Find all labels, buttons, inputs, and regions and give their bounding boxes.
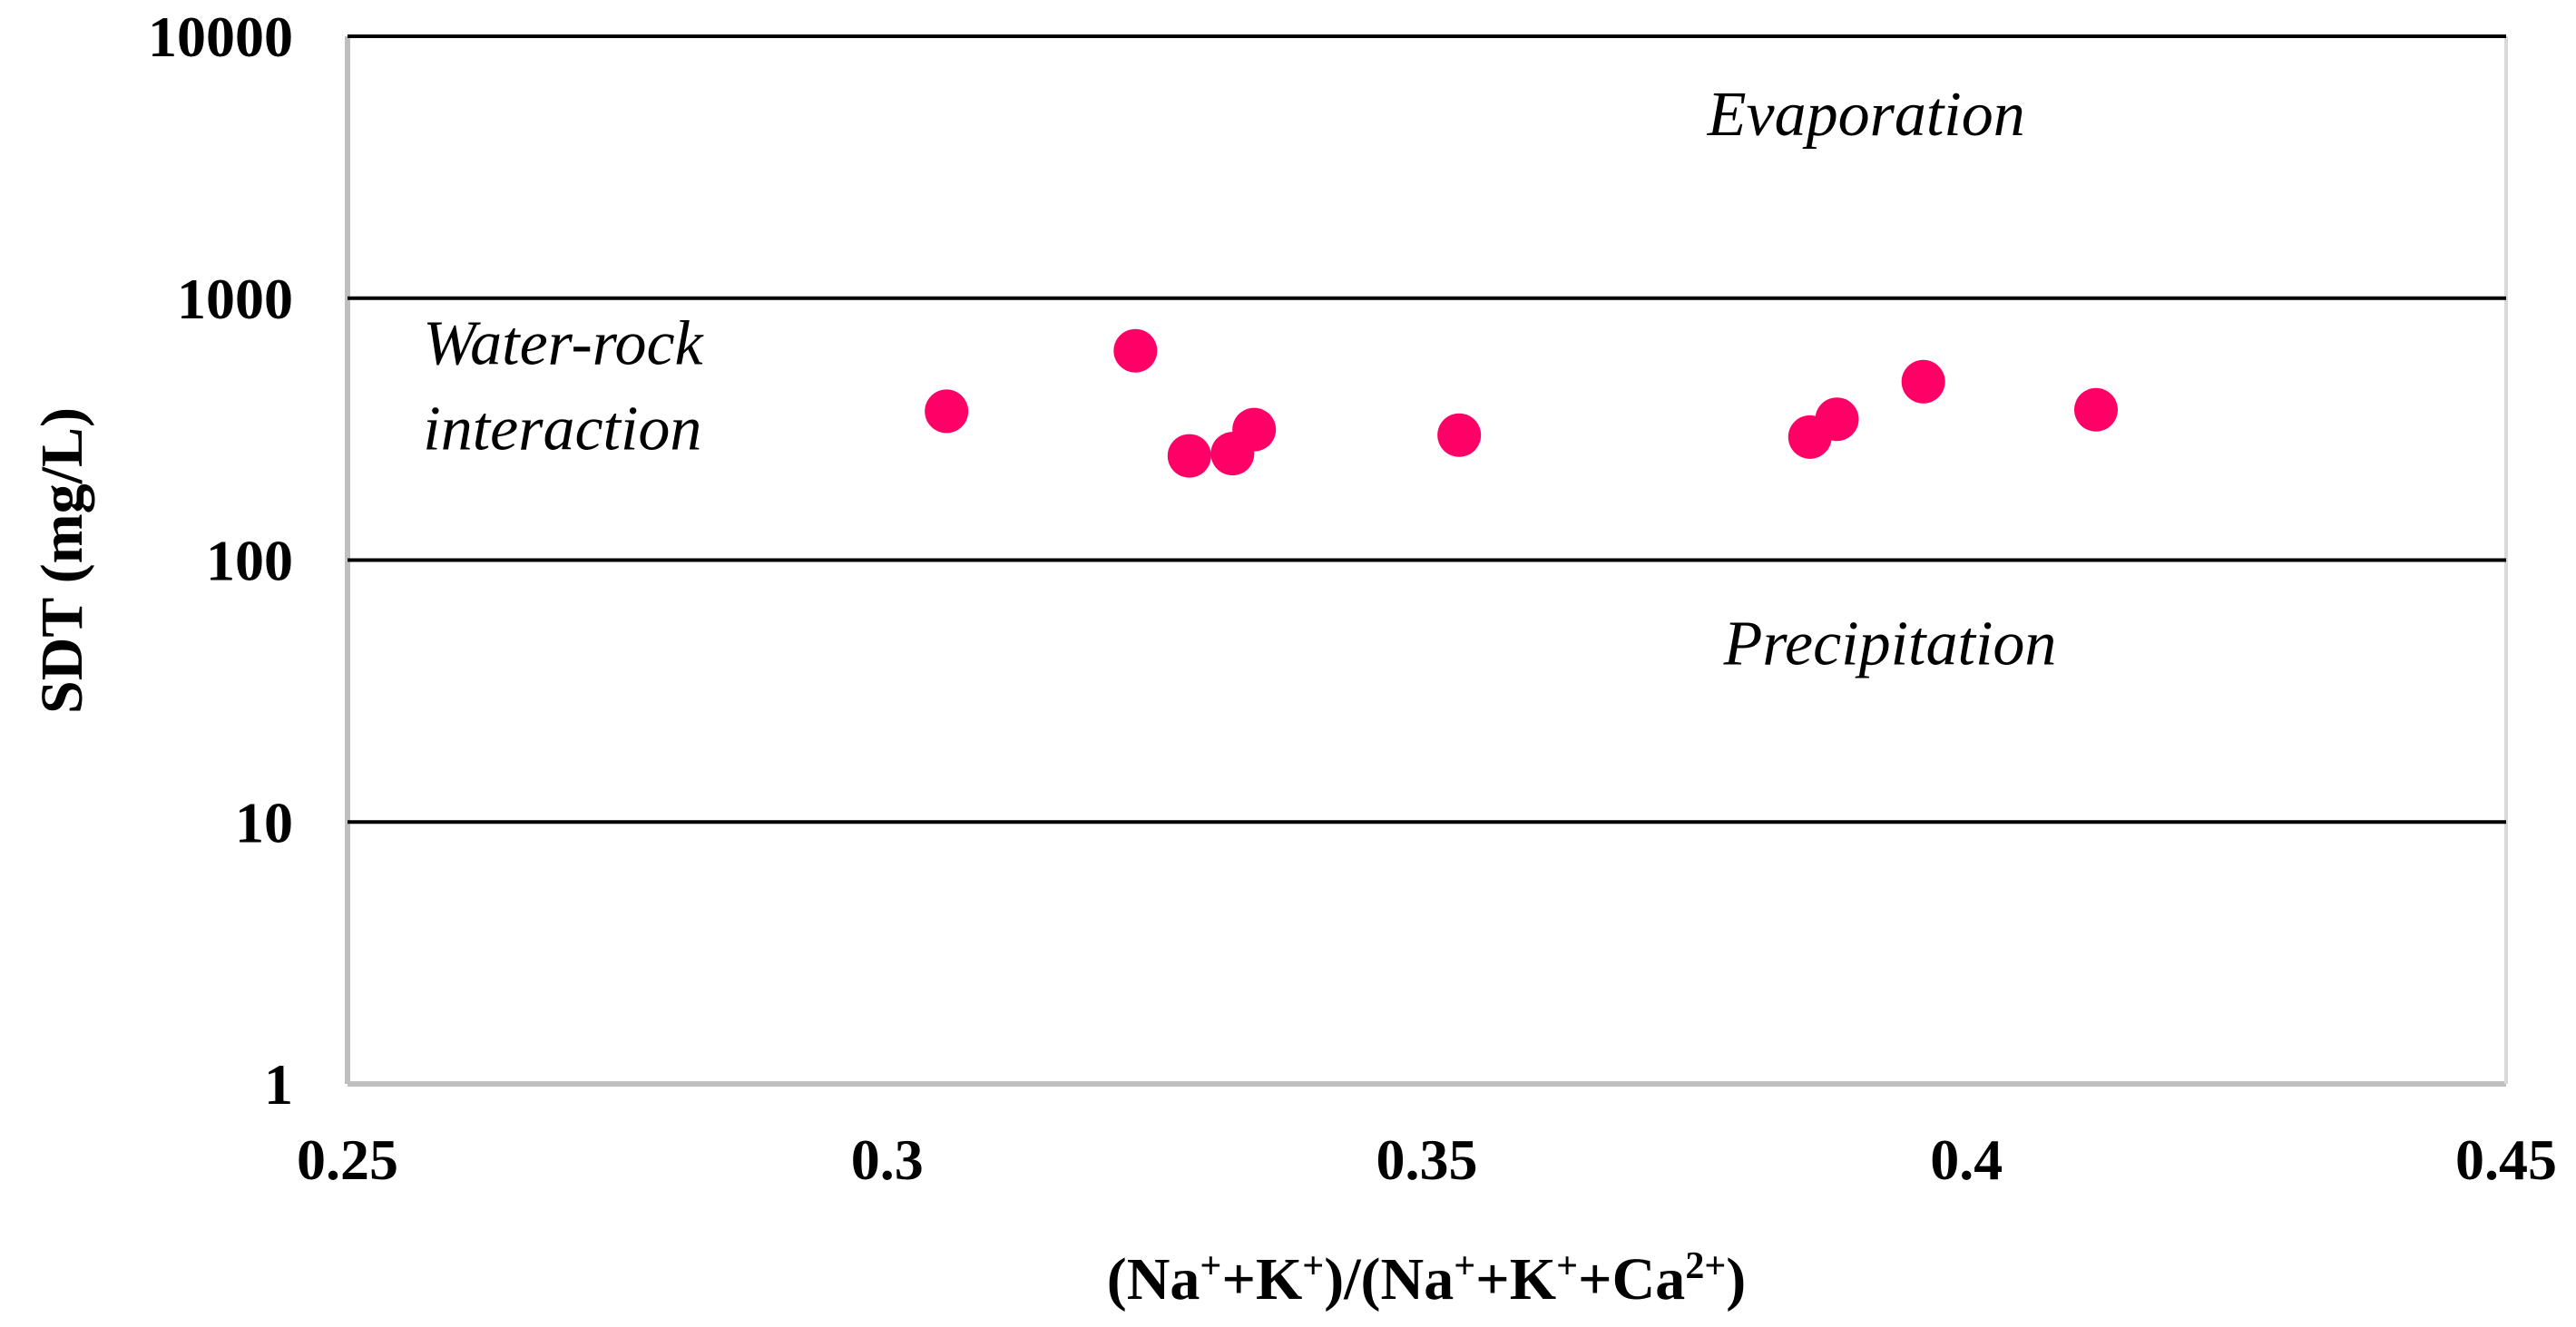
annotation-label: interaction [423,394,701,463]
annotation-label: Precipitation [1723,609,2057,678]
annotation-label: Evaporation [1707,80,2025,150]
data-point [925,389,969,434]
y-tick-label: 1000 [177,267,293,331]
y-tick-label: 1 [264,1052,293,1117]
x-axis-title: (Na++K+)/(Na++K++Ca2+) [1107,1245,1746,1312]
y-tick-label: 100 [206,529,293,593]
data-point [1901,359,1945,404]
y-tick-label: 10 [235,790,293,854]
x-tick-label: 0.4 [1930,1127,2003,1192]
y-tick-label: 10000 [148,5,293,69]
x-tick-label: 0.25 [297,1127,398,1192]
x-tick-labels: 0.25 0.3 0.35 0.4 0.45 [297,1127,2557,1192]
annotation-label: Water-rock [423,308,704,378]
y-tick-labels: 1 10 100 1000 10000 [148,5,293,1117]
annotations: Evaporation Water-rock interaction Precipit… [423,80,2056,679]
gridlines [348,34,2506,824]
data-point [2073,387,2118,432]
data-point [1167,434,1211,478]
x-tick-label: 0.45 [2455,1127,2557,1192]
y-axis-title: SDT (mg/L) [29,407,95,714]
data-point [1113,328,1158,373]
data-point [1232,407,1277,452]
data-points [925,328,2118,478]
data-point [1437,413,1482,457]
data-point [1815,397,1859,442]
x-tick-label: 0.3 [851,1127,924,1192]
x-tick-label: 0.35 [1376,1127,1478,1192]
